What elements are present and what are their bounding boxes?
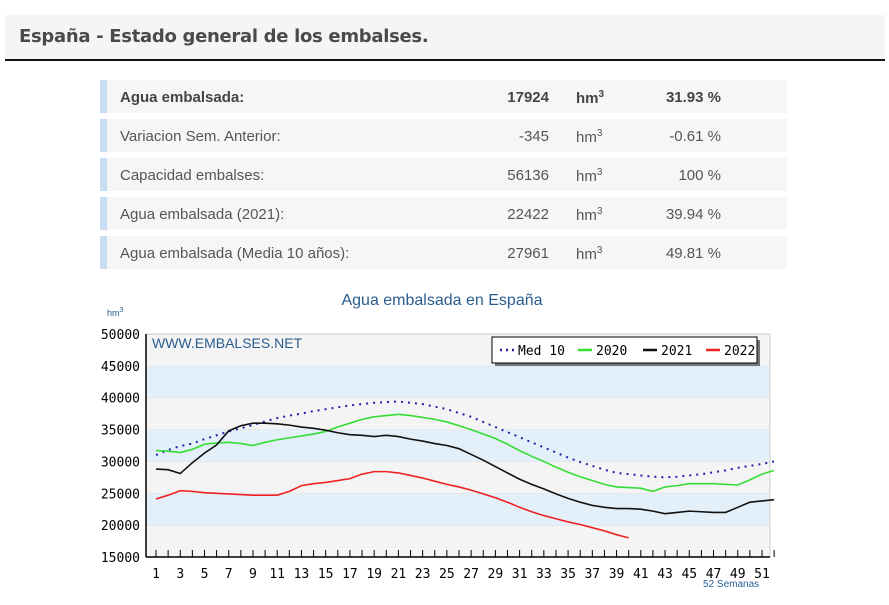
row-label: Agua embalsada: xyxy=(120,89,245,106)
page-title: España - Estado general de los embalses. xyxy=(19,26,429,47)
x-tick-label: 13 xyxy=(294,567,310,582)
y-tick-label: 30000 xyxy=(101,455,140,470)
x-tick-label: 19 xyxy=(366,567,382,582)
row-percent: 49.81 % xyxy=(665,245,721,262)
x-tick-label: 21 xyxy=(391,567,407,582)
x-tick-label: 5 xyxy=(201,567,209,582)
series-line-2020 xyxy=(155,413,775,493)
x-tick-label: 49 xyxy=(730,567,746,582)
watermark: WWW.EMBALSES.NET xyxy=(152,335,303,351)
y-axis-unit: hm3 xyxy=(107,307,124,318)
y-tick-label: 15000 xyxy=(101,551,140,566)
legend-label: Med 10 xyxy=(518,344,565,359)
x-axis-label: 52 Semanas xyxy=(703,579,759,590)
row-percent: 39.94 % xyxy=(665,206,721,223)
x-tick-label: 29 xyxy=(488,567,504,582)
grid-band xyxy=(146,429,770,462)
row-label: Agua embalsada (Media 10 años): xyxy=(120,245,350,262)
y-tick-label: 20000 xyxy=(101,519,140,534)
row-unit: hm3 xyxy=(576,167,603,185)
y-tick-label: 50000 xyxy=(101,328,140,343)
summary-row: Agua embalsada (2021): 22422 hm3 39.94 % xyxy=(100,197,787,230)
summary-row: Agua embalsada (Media 10 años): 27961 hm… xyxy=(100,236,787,269)
row-value: 56136 xyxy=(507,167,549,184)
row-unit: hm3 xyxy=(576,206,603,224)
x-tick-label: 27 xyxy=(463,567,479,582)
legend xyxy=(491,336,758,364)
row-percent: -0.61 % xyxy=(669,128,721,145)
row-value: 17924 xyxy=(507,89,549,106)
grid-band xyxy=(146,493,770,526)
summary-row: Capacidad embalses: 56136 hm3 100 % xyxy=(100,158,787,191)
x-tick-label: 33 xyxy=(536,567,552,582)
summary-row: Agua embalsada: 17924 hm3 31.93 % xyxy=(100,80,787,113)
x-tick-label: 45 xyxy=(681,567,697,582)
x-tick-label: 11 xyxy=(269,567,285,582)
y-tick-label: 25000 xyxy=(101,487,140,502)
grid-band xyxy=(146,461,770,494)
y-tick-label: 35000 xyxy=(101,424,140,439)
x-tick-label: 1 xyxy=(152,567,160,582)
x-tick-label: 41 xyxy=(633,567,649,582)
x-tick-label: 25 xyxy=(439,567,455,582)
row-label: Capacidad embalses: xyxy=(120,167,265,184)
y-tick-label: 45000 xyxy=(101,360,140,375)
row-label: Agua embalsada (2021): xyxy=(120,206,285,223)
series-line-2022 xyxy=(155,470,629,539)
row-value: -345 xyxy=(518,128,549,145)
x-tick-label: 31 xyxy=(512,567,528,582)
chart-title: Agua embalsada en España xyxy=(341,292,542,309)
row-value: 22422 xyxy=(507,206,549,223)
legend-label: 2020 xyxy=(596,344,627,359)
x-tick-label: 17 xyxy=(342,567,358,582)
x-tick-label: 23 xyxy=(415,567,431,582)
x-tick-label: 51 xyxy=(754,567,770,582)
x-tick-label: 9 xyxy=(249,567,257,582)
x-tick-label: 35 xyxy=(560,567,576,582)
legend-label: 2022 xyxy=(724,344,755,359)
grid-band xyxy=(146,365,770,398)
legend-label: 2021 xyxy=(661,344,692,359)
row-percent: 100 % xyxy=(678,167,721,184)
grid-band xyxy=(146,525,770,557)
x-tick-label: 43 xyxy=(657,567,673,582)
y-tick-label: 40000 xyxy=(101,392,140,407)
row-label: Variacion Sem. Anterior: xyxy=(120,128,281,145)
row-unit: hm3 xyxy=(576,128,603,146)
x-tick-label: 15 xyxy=(318,567,334,582)
summary-table: Agua embalsada: 17924 hm3 31.93 % Variaci… xyxy=(100,80,787,275)
row-unit: hm3 xyxy=(576,245,603,263)
x-tick-label: 3 xyxy=(176,567,184,582)
row-unit: hm3 xyxy=(576,89,605,107)
x-tick-label: 47 xyxy=(706,567,722,582)
summary-row: Variacion Sem. Anterior: -345 hm3 -0.61 … xyxy=(100,119,787,152)
row-percent: 31.93 % xyxy=(665,89,721,106)
x-tick-label: 37 xyxy=(584,567,600,582)
x-tick-label: 39 xyxy=(609,567,625,582)
page-header: España - Estado general de los embalses. xyxy=(5,15,885,61)
series-line-2021 xyxy=(155,422,775,515)
row-value: 27961 xyxy=(507,245,549,262)
x-tick-label: 7 xyxy=(225,567,233,582)
